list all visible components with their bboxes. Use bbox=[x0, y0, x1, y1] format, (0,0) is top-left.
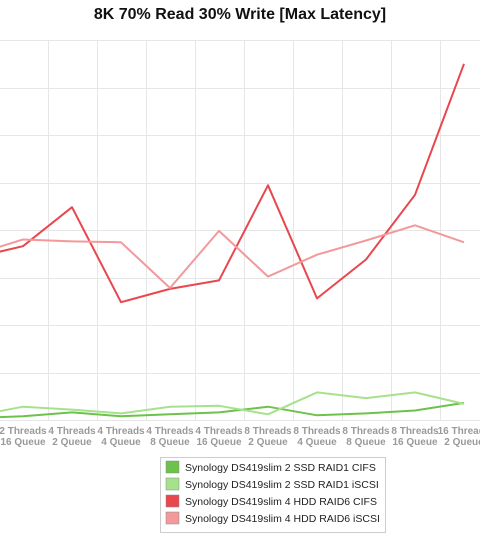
legend-swatch bbox=[165, 460, 180, 474]
series-lines bbox=[0, 63, 465, 419]
legend: Synology DS419slim 2 SSD RAID1 CIFS Synol… bbox=[160, 457, 386, 533]
x-tick-label: 8 Threads 2 Queue bbox=[244, 426, 292, 448]
series-line-3 bbox=[0, 63, 465, 304]
x-tick-label: 8 Threads 16 Queue bbox=[391, 426, 439, 448]
series-line-2 bbox=[0, 391, 465, 416]
legend-swatch bbox=[165, 511, 180, 525]
grid bbox=[0, 40, 480, 421]
x-tick-label: 2 Threads 16 Queue bbox=[0, 426, 47, 448]
legend-swatch bbox=[165, 477, 180, 491]
series-line-4 bbox=[0, 224, 465, 289]
legend-label: Synology DS419slim 4 HDD RAID6 iSCSI bbox=[185, 513, 380, 525]
x-tick-label: 8 Threads 4 Queue bbox=[293, 426, 341, 448]
x-tick-label: 4 Threads 4 Queue bbox=[97, 426, 145, 448]
x-tick-label: 4 Threads 8 Queue bbox=[146, 426, 194, 448]
x-tick-label: 4 Threads 2 Queue bbox=[48, 426, 96, 448]
x-tick-label: 4 Threads 16 Queue bbox=[195, 426, 243, 448]
legend-box bbox=[160, 457, 386, 533]
legend-label: Synology DS419slim 4 HDD RAID6 CIFS bbox=[185, 496, 377, 508]
x-tick-label: 8 Threads 8 Queue bbox=[342, 426, 390, 448]
series-line-1 bbox=[0, 401, 465, 419]
legend-swatch bbox=[165, 494, 180, 508]
chart-title: 8K 70% Read 30% Write [Max Latency] bbox=[94, 6, 386, 23]
legend-label: Synology DS419slim 2 SSD RAID1 CIFS bbox=[185, 462, 376, 474]
legend-label: Synology DS419slim 2 SSD RAID1 iSCSI bbox=[185, 479, 379, 491]
